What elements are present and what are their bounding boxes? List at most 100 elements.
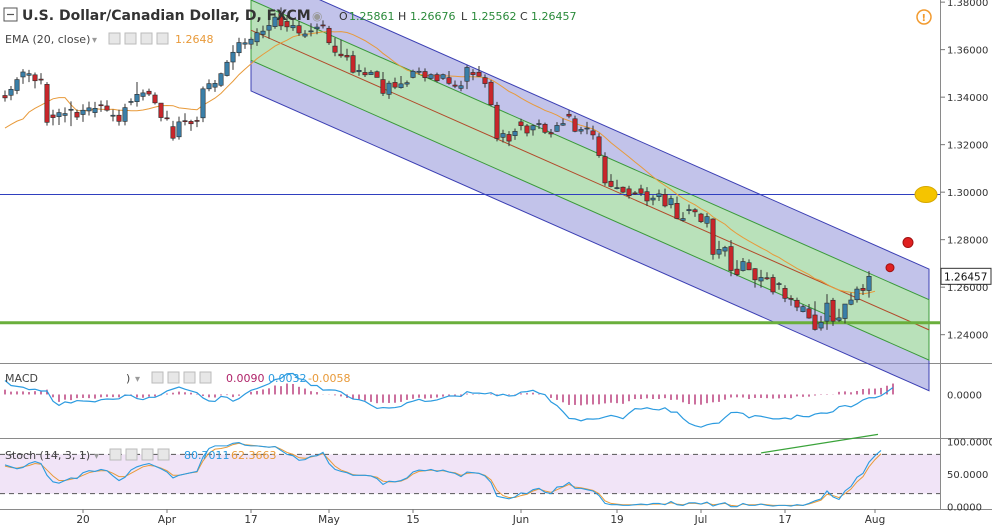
candle[interactable] — [140, 89, 146, 101]
candle[interactable] — [818, 315, 824, 331]
stoch-d-line[interactable] — [4, 442, 882, 507]
candle[interactable] — [782, 285, 788, 303]
divergence-line[interactable] — [760, 433, 879, 454]
yellow-circle-marker[interactable] — [914, 186, 938, 204]
candle[interactable] — [584, 121, 590, 135]
candle[interactable] — [326, 25, 332, 45]
candle[interactable] — [740, 257, 746, 272]
candle[interactable] — [128, 98, 134, 106]
candle[interactable] — [608, 174, 614, 188]
alert-icon[interactable] — [916, 9, 932, 25]
candle[interactable] — [530, 124, 536, 136]
candle[interactable] — [362, 67, 368, 77]
ema-close-icon[interactable] — [156, 32, 169, 45]
stoch-settings-icon[interactable] — [125, 448, 138, 461]
candle[interactable] — [368, 70, 374, 76]
candle[interactable] — [332, 37, 338, 57]
candle[interactable] — [770, 274, 776, 295]
candle[interactable] — [440, 73, 446, 81]
candle[interactable] — [512, 128, 518, 140]
candle[interactable] — [302, 30, 308, 39]
macd-eye-icon[interactable] — [151, 371, 164, 384]
stoch-eye-icon[interactable] — [109, 448, 122, 461]
stoch-k-line[interactable] — [4, 442, 882, 508]
candle[interactable] — [68, 101, 74, 127]
candle[interactable] — [152, 92, 158, 105]
candle[interactable] — [428, 73, 434, 80]
stoch-add-icon[interactable] — [141, 448, 154, 461]
ema-dropdown-icon[interactable]: ▾ — [92, 35, 97, 46]
candle[interactable] — [596, 133, 602, 158]
candle[interactable] — [170, 120, 176, 141]
candle[interactable] — [536, 119, 542, 129]
candle[interactable] — [230, 45, 236, 70]
candle[interactable] — [722, 245, 728, 257]
symbol-title[interactable]: U.S. Dollar/Canadian Dollar, D, FXCM — [22, 8, 311, 24]
stoch-close-icon[interactable] — [157, 448, 170, 461]
candle[interactable] — [464, 65, 470, 90]
candle[interactable] — [566, 110, 572, 119]
candle[interactable] — [542, 122, 548, 134]
candle[interactable] — [158, 102, 164, 122]
candle[interactable] — [704, 213, 710, 228]
candle[interactable] — [290, 19, 296, 31]
red-dot-marker[interactable] — [902, 237, 914, 249]
candle[interactable] — [320, 20, 326, 29]
candle[interactable] — [866, 271, 872, 298]
ema-line[interactable] — [4, 31, 876, 295]
candle[interactable] — [308, 23, 314, 37]
candle[interactable] — [560, 118, 566, 126]
candle[interactable] — [62, 107, 68, 123]
candle[interactable] — [176, 116, 182, 140]
candle[interactable] — [482, 74, 488, 88]
candle[interactable] — [860, 284, 866, 296]
candle[interactable] — [356, 64, 362, 76]
candle[interactable] — [662, 188, 668, 208]
macd-dropdown-icon[interactable]: ▾ — [135, 374, 140, 385]
candle[interactable] — [824, 294, 830, 330]
candle[interactable] — [590, 125, 596, 140]
candle[interactable] — [632, 190, 638, 196]
candle[interactable] — [476, 66, 482, 77]
candle[interactable] — [26, 69, 32, 83]
candle[interactable] — [314, 23, 320, 35]
candle[interactable] — [836, 308, 842, 323]
ema-legend-label[interactable]: EMA (20, close) — [5, 33, 90, 46]
candle[interactable] — [194, 116, 200, 128]
candle[interactable] — [164, 110, 170, 121]
candle[interactable] — [434, 72, 440, 83]
candle[interactable] — [122, 103, 128, 126]
macd-pane[interactable]: 0.0000 — [4, 372, 982, 428]
candle[interactable] — [470, 69, 476, 81]
candle[interactable] — [578, 126, 584, 135]
candle[interactable] — [848, 292, 854, 306]
candle[interactable] — [572, 115, 578, 133]
candle[interactable] — [74, 109, 80, 120]
candle[interactable] — [734, 260, 740, 277]
candle[interactable] — [668, 195, 674, 209]
candle[interactable] — [602, 152, 608, 186]
candle[interactable] — [806, 304, 812, 319]
candlestick-series[interactable] — [2, 7, 872, 331]
price-axis[interactable]: 1.38000 1.36000 1.34000 1.32000 1.30000 1.280… — [940, 0, 992, 342]
candle[interactable] — [278, 7, 284, 31]
candle[interactable] — [554, 122, 560, 132]
macd-legend-label[interactable]: MACD — [5, 372, 38, 385]
macd-settings-icon[interactable] — [167, 371, 180, 384]
candle[interactable] — [656, 189, 662, 201]
candle[interactable] — [272, 12, 278, 29]
stoch-legend-label[interactable]: Stoch (14, 3, 1) — [5, 449, 90, 462]
candle[interactable] — [50, 109, 56, 126]
candle[interactable] — [44, 82, 50, 126]
candle[interactable] — [752, 268, 758, 288]
ema-add-icon[interactable] — [140, 32, 153, 45]
candle[interactable] — [116, 109, 122, 126]
candle[interactable] — [8, 85, 14, 101]
ema-settings-icon[interactable] — [124, 32, 137, 45]
candle[interactable] — [494, 101, 500, 142]
candle[interactable] — [188, 119, 194, 131]
candle[interactable] — [776, 281, 782, 290]
candle[interactable] — [680, 212, 686, 222]
candle[interactable] — [242, 38, 248, 49]
